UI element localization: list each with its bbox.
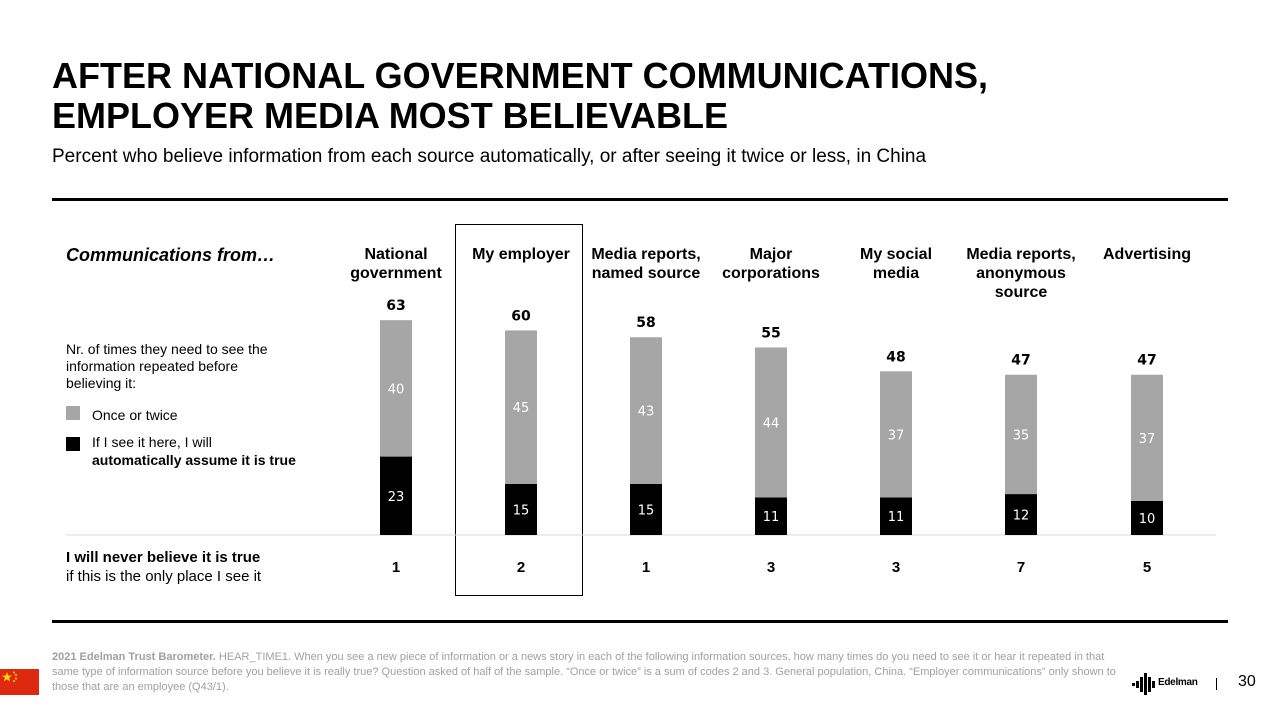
category-label-my-employer: My employer bbox=[472, 246, 570, 263]
data-label-once-or-twice-my-employer: 45 bbox=[513, 401, 530, 416]
total-label-national-government: 63 bbox=[386, 298, 405, 314]
bar-segment-once-or-twice-media-reports-anonymous-source bbox=[1005, 374, 1037, 495]
subtitle: Percent who believe information from eac… bbox=[52, 146, 927, 167]
total-label-media-reports-named-source: 58 bbox=[636, 315, 655, 331]
data-label-once-or-twice-media-reports-anonymous-source: 35 bbox=[1013, 428, 1030, 443]
legend-auto-line-1: If I see it here, I will bbox=[92, 434, 212, 450]
never-believe-line-1: I will never believe it is true bbox=[66, 549, 261, 566]
never-believe-value-my-employer: 2 bbox=[517, 559, 525, 576]
never-believe-value-media-reports-named-source: 1 bbox=[642, 559, 650, 576]
communications-header: Communications from… bbox=[66, 245, 276, 265]
category-label-advertising: Advertising bbox=[1103, 246, 1191, 263]
never-believe-value-media-reports-anonymous-source: 7 bbox=[1017, 559, 1025, 576]
data-label-automatic-major-corporations: 11 bbox=[763, 510, 780, 525]
bar-segment-once-or-twice-my-social-media bbox=[880, 371, 912, 498]
data-label-once-or-twice-media-reports-named-source: 43 bbox=[638, 405, 655, 420]
bar-segment-once-or-twice-advertising bbox=[1131, 374, 1163, 501]
data-label-automatic-my-employer: 15 bbox=[513, 503, 530, 518]
title-line-1: AFTER NATIONAL GOVERNMENT COMMUNICATIONS… bbox=[52, 55, 988, 96]
page-title: AFTER NATIONAL GOVERNMENT COMMUNICATIONS… bbox=[52, 56, 1152, 136]
footnote: 2021 Edelman Trust Barometer. HEAR_TIME1… bbox=[52, 650, 1122, 695]
legend-swatch-grey bbox=[66, 406, 80, 420]
total-label-media-reports-anonymous-source: 47 bbox=[1011, 353, 1030, 369]
bar-segment-once-or-twice-major-corporations bbox=[755, 347, 787, 498]
legend-swatch-black bbox=[66, 437, 80, 451]
bar-segment-automatic-my-employer bbox=[505, 483, 537, 535]
data-label-automatic-media-reports-named-source: 15 bbox=[638, 503, 655, 518]
data-label-automatic-my-social-media: 11 bbox=[888, 510, 905, 525]
data-label-once-or-twice-advertising: 37 bbox=[1139, 432, 1156, 447]
never-believe-label: I will never believe it is true if this … bbox=[66, 548, 261, 586]
edelman-logo-icon bbox=[1132, 673, 1155, 695]
title-line-2: EMPLOYER MEDIA MOST BELIEVABLE bbox=[52, 95, 729, 136]
footnote-lead: 2021 Edelman Trust Barometer. bbox=[52, 651, 216, 663]
footnote-text: HEAR_TIME1. When you see a new piece of … bbox=[52, 651, 1116, 693]
total-label-advertising: 47 bbox=[1137, 353, 1156, 369]
top-divider bbox=[52, 198, 1228, 201]
my-employer-highlight-box bbox=[455, 224, 583, 596]
never-believe-value-my-social-media: 3 bbox=[892, 559, 900, 576]
page-number: 30 bbox=[1238, 673, 1256, 690]
bar-segment-automatic-advertising bbox=[1131, 500, 1163, 535]
bar-segment-automatic-national-government bbox=[380, 456, 412, 535]
category-label-my-social-media: My social media bbox=[860, 246, 932, 282]
bar-segment-automatic-major-corporations bbox=[755, 497, 787, 535]
data-label-once-or-twice-national-government: 40 bbox=[388, 382, 405, 397]
bar-segment-once-or-twice-media-reports-named-source bbox=[630, 337, 662, 484]
data-label-once-or-twice-my-social-media: 37 bbox=[888, 428, 905, 443]
bar-segment-once-or-twice-national-government bbox=[380, 320, 412, 457]
china-flag-icon bbox=[0, 669, 39, 695]
never-believe-value-national-government: 1 bbox=[392, 559, 400, 576]
edelman-logo-text: Edelman bbox=[1158, 677, 1198, 688]
never-believe-value-major-corporations: 3 bbox=[767, 559, 775, 576]
category-label-major-corporations: Major corporations bbox=[722, 246, 820, 282]
never-believe-line-2: if this is the only place I see it bbox=[66, 568, 262, 585]
total-label-my-social-media: 48 bbox=[886, 349, 905, 365]
legend-intro: Nr. of times they need to see the inform… bbox=[66, 341, 268, 391]
bottom-divider bbox=[52, 620, 1228, 623]
data-label-automatic-advertising: 10 bbox=[1139, 512, 1156, 527]
bar-segment-automatic-media-reports-named-source bbox=[630, 483, 662, 535]
category-label-national-government: National government bbox=[350, 246, 442, 282]
page-number-separator bbox=[1216, 678, 1217, 690]
category-label-media-reports-anonymous-source: Media reports, anonymous source bbox=[966, 246, 1075, 301]
total-label-my-employer: 60 bbox=[511, 308, 531, 324]
total-label-major-corporations: 55 bbox=[761, 325, 780, 341]
data-label-automatic-national-government: 23 bbox=[388, 490, 405, 505]
bar-segment-once-or-twice-my-employer bbox=[505, 330, 537, 484]
legend-auto-label: If I see it here, I will automatically a… bbox=[92, 433, 296, 469]
legend-auto-line-2: automatically assume it is true bbox=[92, 452, 296, 468]
category-label-media-reports-named-source: Media reports, named source bbox=[591, 246, 700, 282]
data-label-once-or-twice-major-corporations: 44 bbox=[763, 416, 780, 431]
bar-segment-automatic-my-social-media bbox=[880, 497, 912, 535]
data-label-automatic-media-reports-anonymous-source: 12 bbox=[1013, 509, 1030, 524]
never-believe-value-advertising: 5 bbox=[1143, 559, 1151, 576]
legend-once-label: Once or twice bbox=[92, 407, 178, 423]
bar-segment-automatic-media-reports-anonymous-source bbox=[1005, 494, 1037, 535]
